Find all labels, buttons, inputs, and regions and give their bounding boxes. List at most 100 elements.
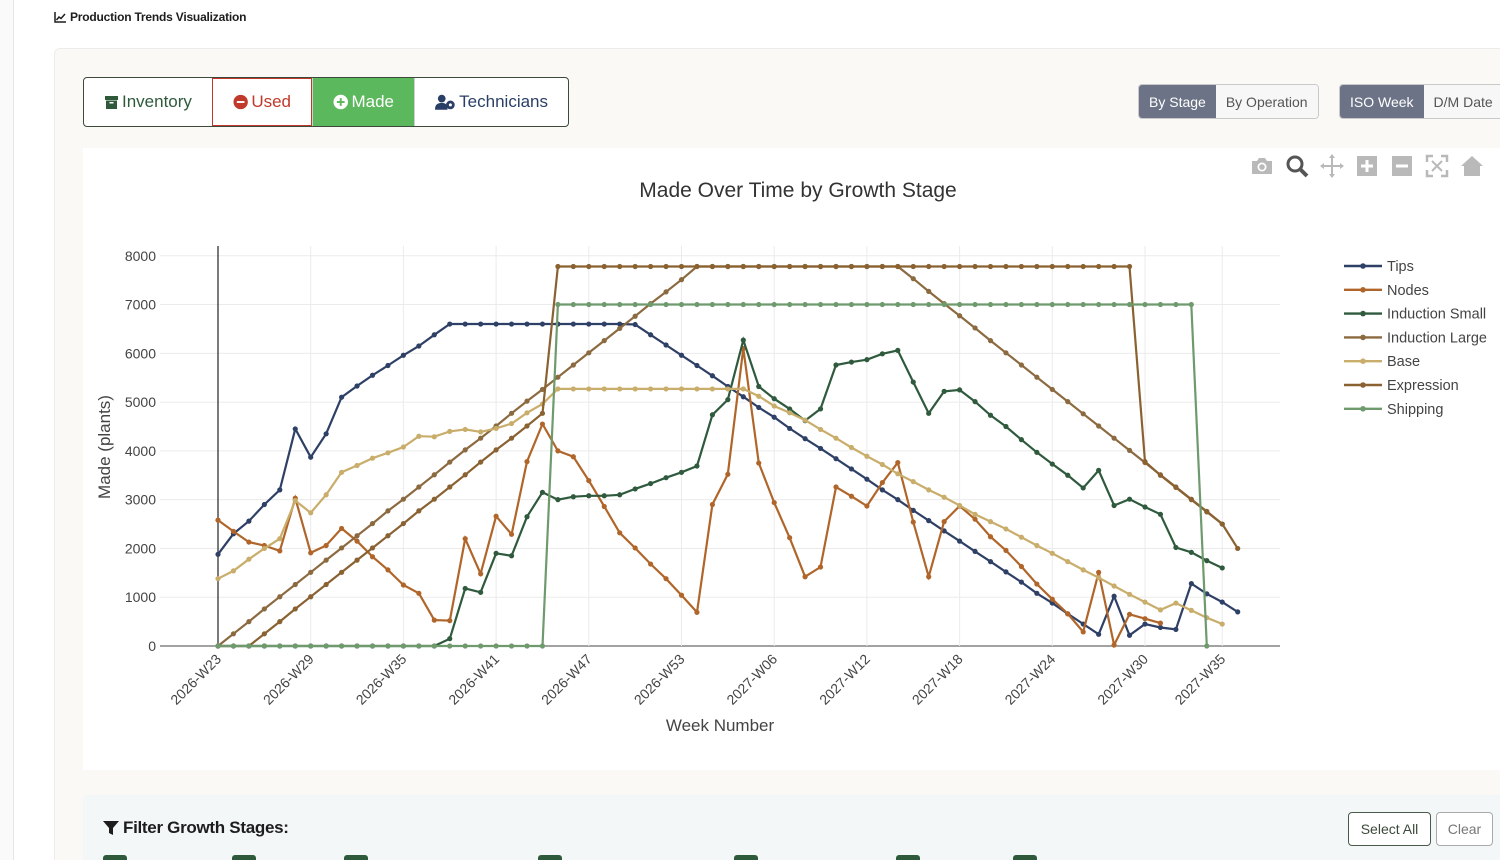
zoom-icon[interactable]	[1283, 152, 1310, 179]
data-point	[400, 643, 406, 649]
autoscale-icon[interactable]	[1423, 152, 1450, 179]
data-point	[246, 619, 252, 625]
iso-week-button[interactable]: ISO Week	[1340, 85, 1424, 118]
data-point	[987, 301, 994, 308]
legend-item[interactable]: Nodes	[1344, 283, 1429, 299]
stage-checkbox-shipping[interactable]	[1013, 855, 1037, 860]
data-point	[508, 531, 515, 537]
data-point	[817, 263, 824, 270]
data-point	[1034, 581, 1040, 587]
data-point	[1096, 575, 1102, 581]
data-point	[555, 497, 561, 503]
data-point	[354, 383, 360, 389]
data-point	[663, 301, 669, 308]
data-point	[987, 412, 994, 418]
data-point	[1111, 263, 1117, 270]
filter-panel	[83, 795, 1500, 860]
data-point	[601, 301, 607, 308]
data-point	[787, 425, 793, 432]
series-line	[217, 387, 1223, 626]
data-point	[1188, 580, 1194, 587]
camera-icon[interactable]	[1248, 152, 1275, 179]
stage-checkbox-induction-large[interactable]	[538, 855, 562, 860]
data-point	[941, 519, 947, 525]
y-tick-label: 1000	[125, 589, 156, 605]
data-point	[1018, 563, 1024, 570]
legend-item[interactable]: Induction Small	[1344, 307, 1486, 323]
data-point	[879, 461, 885, 468]
data-point	[1142, 599, 1148, 605]
data-point	[1096, 423, 1102, 429]
chart-title: Made Over Time by Growth Stage	[639, 179, 956, 202]
data-point	[617, 263, 623, 270]
y-tick-label: 5000	[125, 394, 156, 410]
legend-item[interactable]: Expression	[1344, 378, 1459, 394]
data-point	[1034, 263, 1040, 270]
by-operation-button[interactable]: By Operation	[1215, 85, 1318, 118]
tab-inventory[interactable]: Inventory	[84, 78, 212, 126]
data-point	[910, 276, 916, 282]
stage-checkbox-expression[interactable]	[896, 855, 920, 860]
stage-checkbox-base[interactable]	[734, 855, 758, 860]
data-point	[478, 429, 484, 435]
zoom-out-icon[interactable]	[1388, 152, 1415, 179]
series-line	[217, 348, 1161, 649]
data-point	[740, 263, 746, 270]
data-point	[570, 263, 576, 270]
data-point	[1003, 547, 1009, 553]
data-point	[508, 435, 515, 441]
stage-checkbox-tips[interactable]	[103, 855, 127, 860]
data-point	[663, 263, 669, 270]
tab-made[interactable]: Made	[312, 78, 414, 126]
data-point	[926, 410, 932, 416]
data-point	[879, 487, 885, 493]
data-point	[215, 517, 221, 523]
x-tick-label: 2026-W35	[353, 651, 410, 708]
by-stage-button[interactable]: By Stage	[1139, 85, 1216, 118]
data-point	[354, 462, 360, 469]
data-point	[493, 550, 499, 556]
data-point	[1065, 611, 1071, 617]
legend-item[interactable]: Induction Large	[1344, 330, 1487, 346]
data-point	[648, 480, 654, 487]
dm-date-button[interactable]: D/M Date	[1423, 85, 1500, 118]
data-point	[493, 643, 499, 649]
data-point	[1173, 626, 1179, 633]
data-point	[308, 510, 314, 516]
legend-item[interactable]: Base	[1344, 354, 1420, 370]
zoom-in-icon[interactable]	[1353, 152, 1380, 179]
data-point	[1018, 579, 1024, 585]
legend-item[interactable]: Tips	[1344, 259, 1414, 275]
data-point	[833, 435, 839, 441]
data-point	[1096, 301, 1102, 308]
data-point	[848, 301, 855, 308]
data-point	[400, 496, 406, 502]
data-point	[261, 606, 267, 612]
select-all-button[interactable]: Select All	[1348, 812, 1431, 846]
home-icon[interactable]	[1458, 152, 1485, 179]
x-tick-label: 2027-W18	[909, 651, 966, 708]
tab-technicians[interactable]: Technicians	[414, 78, 568, 126]
data-point	[1080, 301, 1086, 308]
data-point	[292, 581, 298, 588]
data-point	[895, 471, 901, 477]
pan-icon[interactable]	[1318, 152, 1345, 179]
data-point	[1049, 461, 1055, 467]
data-point	[323, 492, 329, 498]
tab-used[interactable]: Used	[212, 78, 312, 126]
x-tick-label: 2027-W35	[1171, 651, 1228, 708]
data-point	[586, 321, 592, 327]
data-point	[756, 263, 762, 270]
clear-button[interactable]: Clear	[1436, 812, 1493, 846]
data-point	[678, 592, 685, 598]
data-point	[817, 445, 824, 452]
data-point	[694, 609, 700, 615]
data-point	[694, 301, 700, 308]
stage-checkbox-induction-small[interactable]	[344, 855, 368, 860]
stage-checkbox-nodes[interactable]	[232, 855, 256, 860]
data-point	[586, 478, 592, 484]
data-point	[864, 453, 870, 459]
legend-item[interactable]: Shipping	[1344, 402, 1443, 418]
data-point	[756, 301, 762, 308]
tab-made-label: Made	[351, 92, 394, 111]
